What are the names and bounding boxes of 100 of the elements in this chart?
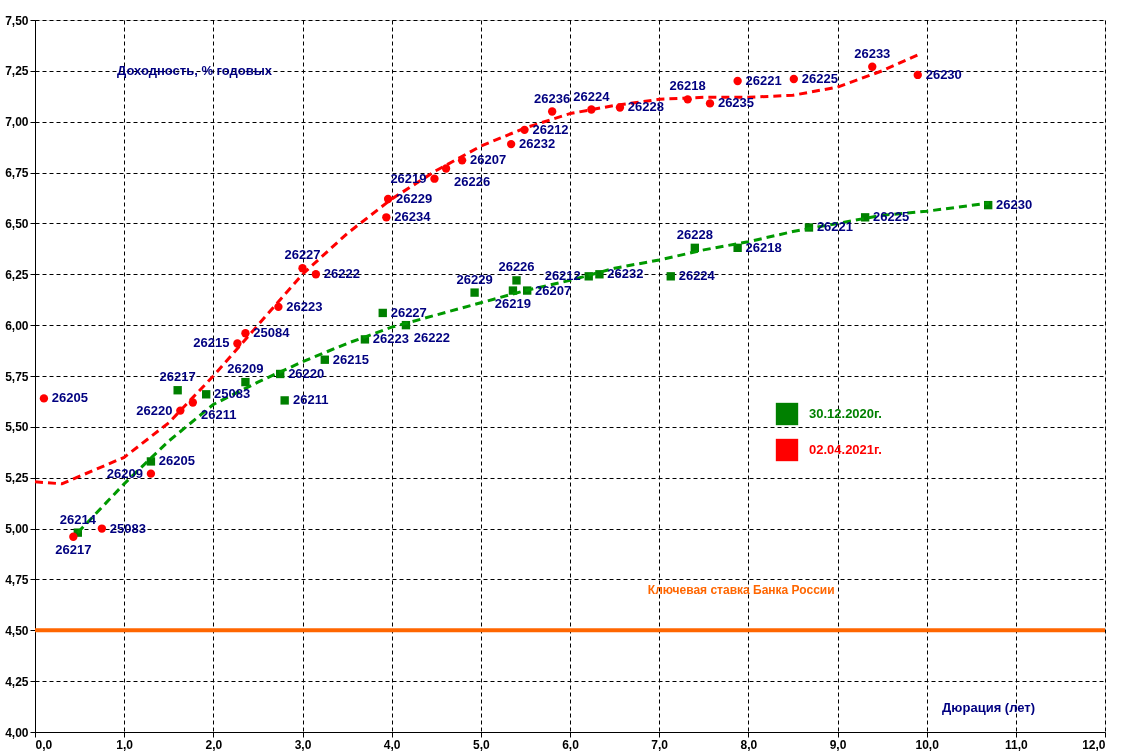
annotation: 26234 — [394, 209, 432, 225]
x-tick-label: 10,0 — [915, 737, 940, 752]
x-tick-label: 2,0 — [205, 737, 223, 752]
y-tick-label: 4,75 — [5, 572, 29, 587]
annotation: 26207 — [535, 282, 572, 298]
annotation: 26223 — [286, 298, 323, 314]
annotation: 26227 — [284, 247, 321, 263]
x-tick-label: 9,0 — [829, 737, 847, 752]
point — [512, 276, 521, 285]
y-tick-label: 5,25 — [5, 471, 29, 486]
annotation: 26218 — [745, 239, 782, 255]
point — [241, 329, 250, 338]
x-tick-label: 7,0 — [651, 737, 669, 752]
annotation: 26222 — [323, 266, 360, 282]
point — [233, 339, 242, 348]
point — [97, 524, 107, 533]
point — [430, 174, 439, 183]
point — [913, 70, 922, 80]
point — [868, 62, 877, 71]
x-tick-label: 5,0 — [472, 737, 490, 752]
x-tick-label: 8,0 — [740, 737, 758, 752]
point — [69, 532, 78, 541]
y-tick-label: 7,50 — [5, 13, 29, 28]
annotation: 26220 — [136, 402, 173, 418]
y-tick-label: 7,25 — [5, 64, 29, 79]
point — [311, 270, 321, 279]
annotation: 26223 — [372, 331, 409, 347]
point — [789, 74, 798, 84]
point — [39, 394, 49, 403]
y-tick-label: 4,00 — [5, 725, 29, 740]
annotation: 26205 — [51, 390, 88, 406]
annotation: 26221 — [745, 73, 782, 89]
x-tick-label: 6,0 — [562, 737, 580, 752]
x-tick-label: 1,0 — [116, 737, 134, 752]
point — [320, 355, 329, 364]
annotation: 26215 — [332, 351, 369, 367]
annotation: 26207 — [470, 152, 507, 168]
annotation: 26230 — [996, 197, 1033, 213]
y-tick-label: 4,50 — [5, 623, 29, 638]
point — [146, 457, 156, 466]
point — [547, 107, 557, 116]
y-tick-label: 5,75 — [5, 369, 29, 384]
annotation: 26218 — [669, 78, 706, 94]
annotation: 26222 — [413, 330, 451, 346]
x-tick-label: 11,0 — [1004, 737, 1028, 752]
annotation: 26233 — [854, 45, 891, 61]
annotation: 26236 — [534, 90, 571, 106]
ref-line-label: Ключевая ставка Банка России — [647, 583, 835, 598]
annotation: 26226 — [453, 173, 491, 189]
x-tick-label: 3,0 — [294, 737, 312, 752]
y-axis-title: Доходность, % годовых — [117, 63, 273, 78]
annotation: 26217 — [55, 541, 92, 557]
x-tick-label: 4,0 — [383, 737, 401, 752]
y-tick-label: 4,25 — [5, 674, 29, 689]
annotation: 26229 — [456, 271, 493, 287]
legend-label: 02.04.2021г. — [809, 442, 882, 457]
y-tick-label: 5,50 — [5, 420, 29, 435]
annotation: 26224 — [573, 88, 611, 104]
y-tick-label: 6,25 — [5, 267, 29, 282]
annotation: 26228 — [627, 99, 665, 115]
point — [506, 139, 516, 149]
annotation: 26232 — [519, 136, 556, 152]
point — [280, 396, 289, 405]
annotation: 26235 — [717, 95, 755, 111]
annotation: 26219 — [494, 295, 532, 311]
annotation: 26215 — [193, 335, 230, 351]
annotation: 26220 — [288, 365, 325, 381]
annotation: 26209 — [227, 361, 264, 377]
annotation: 26228 — [676, 226, 713, 242]
x-tick-label: 12,0 — [1082, 737, 1106, 752]
point — [173, 386, 182, 395]
point — [733, 76, 742, 86]
annotation: 26224 — [678, 268, 716, 284]
y-tick-label: 7,00 — [5, 115, 29, 130]
y-tick-label: 6,75 — [5, 166, 29, 181]
annotation: 26212 — [532, 121, 569, 137]
point — [146, 469, 156, 478]
annotation: 26230 — [925, 66, 962, 82]
point — [274, 302, 283, 312]
point — [441, 164, 451, 173]
x-tick-label: 0,0 — [35, 737, 53, 752]
annotation: 26232 — [607, 266, 644, 282]
annotation: 26229 — [396, 191, 433, 207]
point — [202, 390, 211, 399]
legend-label: 30.12.2020г. — [809, 406, 882, 421]
annotation: 26227 — [390, 304, 427, 320]
x-axis-title: Дюрация (лет) — [942, 700, 1035, 715]
annotation: 25084 — [253, 325, 291, 341]
annotation: 26219 — [390, 170, 427, 186]
y-tick-label: 6,50 — [5, 216, 29, 231]
y-tick-label: 6,00 — [5, 318, 29, 333]
annotation: 26221 — [816, 219, 854, 235]
point — [382, 213, 391, 222]
annotation: 26205 — [158, 453, 195, 469]
annotation: 26226 — [498, 259, 535, 275]
y-tick-label: 5,00 — [5, 522, 29, 537]
point — [470, 288, 479, 297]
annotation: 26211 — [201, 407, 237, 423]
annotation: 26214 — [59, 511, 97, 527]
point — [666, 272, 675, 281]
